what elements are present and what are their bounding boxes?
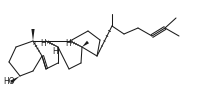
Text: H: H: [52, 48, 58, 57]
Text: H: H: [40, 39, 46, 48]
Text: H: H: [65, 39, 71, 48]
Polygon shape: [31, 29, 35, 41]
Polygon shape: [10, 76, 20, 83]
Text: HO: HO: [3, 78, 15, 86]
Polygon shape: [82, 41, 89, 47]
